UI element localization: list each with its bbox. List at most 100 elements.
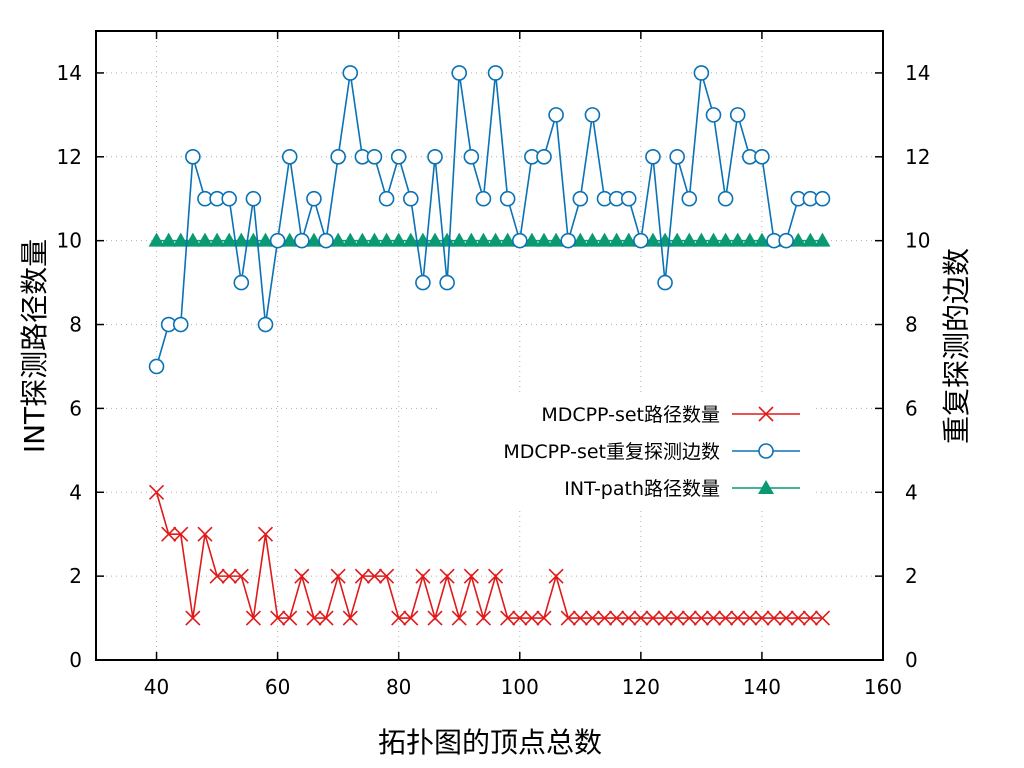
data-point <box>548 568 564 584</box>
data-point <box>475 232 492 247</box>
y-tick-label: 12 <box>57 145 82 169</box>
data-point <box>790 610 806 626</box>
data-point <box>657 274 673 291</box>
data-point <box>645 149 661 165</box>
data-point <box>354 568 370 584</box>
data-point <box>161 526 177 542</box>
data-point <box>451 65 468 81</box>
data-point <box>172 232 189 247</box>
data-point <box>185 149 201 165</box>
data-point <box>318 232 334 249</box>
y-tick-label: 2 <box>69 564 82 588</box>
y-tick-label: 14 <box>57 61 82 85</box>
data-point <box>487 568 504 584</box>
legend-label: MDCPP-set路径数量 <box>541 404 720 426</box>
data-point <box>729 107 746 123</box>
legend-label: MDCPP-set重复探测边数 <box>503 441 720 463</box>
data-point <box>669 610 685 626</box>
y2-tick-label: 4 <box>905 480 918 504</box>
data-point <box>681 190 698 207</box>
y2-tick-label: 0 <box>905 648 918 672</box>
x-tick-label: 160 <box>864 675 902 699</box>
series-1 <box>148 484 831 626</box>
data-point <box>294 568 310 584</box>
data-point <box>523 232 540 247</box>
data-point <box>802 232 819 247</box>
y-tick-label: 6 <box>69 396 82 420</box>
data-point <box>427 610 443 626</box>
data-point <box>318 610 334 626</box>
data-point <box>366 568 383 584</box>
data-point <box>705 610 722 626</box>
data-point <box>487 232 504 247</box>
data-point <box>475 190 492 207</box>
data-point <box>584 610 600 626</box>
data-point <box>669 232 686 247</box>
data-point <box>391 610 407 626</box>
data-point <box>221 568 237 584</box>
data-point <box>245 190 262 207</box>
data-point <box>511 232 528 249</box>
data-point <box>475 610 492 626</box>
data-point <box>402 232 419 247</box>
data-point <box>463 568 479 584</box>
data-point <box>535 232 552 247</box>
y-tick-label: 8 <box>69 313 82 337</box>
data-point <box>584 232 601 247</box>
data-point <box>584 107 601 123</box>
y2-tick-label: 2 <box>905 564 918 588</box>
plot-border <box>95 30 884 661</box>
x-tick-label: 120 <box>622 675 660 699</box>
data-point <box>729 232 746 247</box>
data-point <box>366 232 383 247</box>
data-point <box>306 190 322 207</box>
data-point <box>645 610 661 626</box>
y-tick-label: 10 <box>57 229 82 253</box>
data-point <box>330 232 347 247</box>
y2-tick-label: 6 <box>905 396 918 420</box>
data-point <box>294 232 310 249</box>
x-tick-label: 40 <box>144 675 169 699</box>
data-point <box>487 65 504 81</box>
legend-marker <box>758 443 774 459</box>
data-point <box>705 107 722 123</box>
series-2 <box>148 65 831 375</box>
data-point <box>657 610 673 626</box>
data-point <box>681 610 697 626</box>
data-point <box>148 484 165 500</box>
y2-tick-label: 8 <box>905 313 918 337</box>
data-point <box>233 568 249 584</box>
data-point <box>717 232 734 247</box>
data-point <box>221 232 238 247</box>
data-point <box>415 568 431 584</box>
data-point <box>233 232 250 247</box>
data-point <box>197 526 213 542</box>
y2-tick-label: 10 <box>905 229 930 253</box>
y-tick-label: 4 <box>69 480 82 504</box>
data-point <box>209 568 225 584</box>
data-point <box>693 65 710 81</box>
data-point <box>378 232 395 247</box>
data-point <box>221 190 237 207</box>
data-point <box>633 232 649 249</box>
data-point <box>427 232 444 247</box>
data-point <box>233 274 250 291</box>
legend-item-2: MDCPP-set重复探测边数 <box>503 441 800 463</box>
data-point <box>741 232 758 247</box>
data-point <box>463 232 480 247</box>
data-point <box>427 149 443 165</box>
data-point <box>451 232 468 247</box>
data-point <box>536 149 552 165</box>
x-axis-label: 拓扑图的顶点总数 <box>378 726 602 759</box>
data-point <box>499 190 516 207</box>
data-point <box>560 232 577 249</box>
data-point <box>717 190 734 207</box>
legend: MDCPP-set路径数量 MDCPP-set重复探测边数 INT-path路径数量 <box>503 404 800 500</box>
data-point <box>196 232 213 247</box>
data-point <box>596 610 613 626</box>
data-point <box>681 232 698 247</box>
legend-item-3: INT-path路径数量 <box>564 478 800 500</box>
data-point <box>548 107 564 123</box>
